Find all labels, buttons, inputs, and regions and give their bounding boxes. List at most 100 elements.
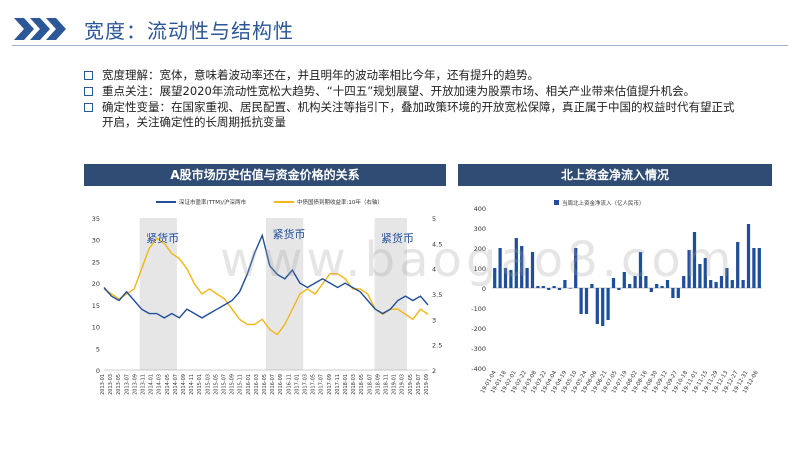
flow-bar — [698, 264, 702, 288]
x-axis-tick: 2015-03 — [205, 374, 211, 395]
flow-bar — [520, 246, 524, 288]
flow-bar — [622, 272, 626, 288]
x-axis-tick: 2013-07 — [124, 374, 130, 395]
flow-bar — [692, 232, 697, 288]
left-axis-tick: 10 — [92, 324, 100, 332]
x-axis-tick: 2019-05 — [408, 374, 414, 395]
x-axis-tick: 2018-03 — [351, 374, 357, 395]
flow-bar — [503, 268, 508, 288]
y-axis-tick: -400 — [471, 365, 486, 373]
x-axis-tick: 2015-01 — [197, 374, 203, 395]
x-axis-tick: 2019-07 — [416, 374, 422, 395]
x-axis-tick: 2019-09 — [424, 374, 430, 395]
x-axis-tick: 2017-09 — [327, 374, 333, 395]
title-divider — [12, 45, 788, 46]
x-axis-tick: 2013-09 — [132, 374, 138, 395]
left-axis-tick: 25 — [92, 258, 100, 266]
northbound-flow-chart: 400 300 200 100 0 -100 -200 -300 -400 当周北上资金净流入（… — [471, 199, 762, 395]
x-axis-tick: 2013-01 — [100, 374, 106, 395]
flow-bar — [746, 224, 751, 288]
flow-bar — [719, 276, 724, 288]
flow-bar — [676, 288, 680, 298]
bullet-text: 展望2020年流动性宽松大趋势、“十四五”规划展望、开放加速为股票市场、相关产业… — [159, 84, 696, 98]
x-axis-tick: 2016-07 — [270, 374, 276, 395]
flow-bar — [730, 280, 734, 288]
flow-bar — [687, 250, 691, 288]
flow-bar — [725, 268, 729, 288]
x-axis-tick: 2017-01 — [294, 374, 300, 395]
flow-bar — [606, 288, 610, 320]
tight-money-band — [139, 218, 177, 370]
right-axis-tick: 4.5 — [432, 240, 442, 248]
flow-bar — [644, 276, 648, 288]
valuation-vs-yield-chart: 深证市盈率(TTM)/沪深两市 中债国债到期收益率:10年（右轴） 紧货币 紧货币 紧… — [92, 198, 443, 395]
x-axis-tick: 2017-03 — [303, 374, 309, 395]
flow-bar — [741, 280, 745, 288]
chevron-logo-icon — [14, 18, 66, 40]
x-axis-tick: 2017-11 — [335, 374, 341, 395]
x-axis-tick: 2017-05 — [311, 374, 317, 395]
x-axis-tick: 2015-11 — [238, 374, 244, 395]
legend-label: 深证市盈率(TTM)/沪深两市 — [179, 198, 247, 206]
legend-swatch — [554, 200, 559, 205]
flow-bar — [649, 288, 653, 292]
flow-bar — [525, 268, 529, 288]
left-chart-title: A股市场历史估值与资金价格的关系 — [84, 164, 446, 186]
x-axis-tick: 2015-05 — [213, 374, 219, 395]
left-axis-tick: 35 — [92, 215, 100, 223]
y-axis-tick: 200 — [474, 245, 486, 253]
flow-bar — [633, 276, 637, 288]
x-axis-tick: 2013-05 — [116, 374, 122, 395]
y-axis-tick: -200 — [471, 325, 486, 333]
flow-bar — [574, 248, 578, 288]
tight-money-band — [266, 218, 304, 370]
left-axis-tick: 20 — [92, 280, 100, 288]
x-axis-tick: 2015-09 — [230, 374, 236, 395]
x-axis-tick: 2018-01 — [343, 374, 349, 395]
flow-bar — [714, 282, 718, 288]
y-axis-tick: -100 — [471, 305, 486, 313]
x-axis-tick: 2014-01 — [149, 374, 155, 395]
x-axis-tick: 2016-01 — [246, 374, 252, 395]
x-axis-tick: 2016-05 — [262, 374, 268, 395]
y-axis-tick: 400 — [474, 205, 486, 213]
flow-bar — [709, 280, 713, 288]
x-axis-tick: 2019-03 — [400, 374, 406, 395]
flow-bar — [557, 288, 562, 290]
tight-money-label: 紧货币 — [146, 231, 179, 245]
bullet-item: 确定性变量：在国家重视、居民配置、机构关注等指引下，叠加政策环境的开放宽松保障，… — [84, 100, 744, 130]
left-axis-tick: 15 — [92, 302, 100, 310]
flow-bar — [601, 288, 605, 326]
flow-bar — [703, 258, 707, 288]
left-axis-tick: 5 — [96, 345, 100, 353]
bullet-square-icon — [84, 71, 93, 80]
bullet-list: 宽度理解：宽体，意味着波动率还在，并且明年的波动率相比今年，还有提升的趋势。 重… — [84, 68, 744, 131]
x-axis-tick: 2017-07 — [319, 374, 325, 395]
flow-bar — [536, 286, 540, 288]
bullet-label: 确定性变量： — [102, 100, 171, 114]
flow-bar — [682, 276, 686, 288]
flow-bar — [498, 248, 502, 288]
y-axis-tick: 100 — [474, 265, 486, 273]
flow-bar — [665, 280, 670, 288]
yield-line — [103, 237, 429, 336]
bullet-text: 宽体，意味着波动率还在，并且明年的波动率相比今年，还有提升的趋势。 — [159, 68, 540, 82]
right-axis-tick: 5 — [432, 215, 436, 223]
bullet-square-icon — [84, 87, 93, 96]
flow-bar — [671, 288, 675, 298]
tight-money-label: 紧货币 — [381, 231, 414, 245]
x-axis-tick: 2016-03 — [254, 374, 260, 395]
bullet-label: 宽度理解： — [102, 68, 160, 82]
x-axis-tick: 2014-09 — [181, 374, 187, 395]
y-axis-tick: 300 — [474, 225, 486, 233]
x-axis-tick: 2014-03 — [157, 374, 163, 395]
x-axis-tick: 2014-07 — [173, 374, 179, 395]
x-axis-tick: 2018-05 — [359, 374, 365, 395]
flow-bar — [617, 288, 621, 290]
flow-bar — [757, 248, 761, 288]
flow-bar — [595, 288, 599, 324]
x-axis-tick: 2013-11 — [141, 374, 147, 395]
bullet-text: 在国家重视、居民配置、机构关注等指引下，叠加政策环境的开放宽松保障，真正属于中国… — [102, 100, 735, 129]
flow-bar — [584, 288, 589, 314]
x-axis-tick: 2014-11 — [189, 374, 195, 395]
